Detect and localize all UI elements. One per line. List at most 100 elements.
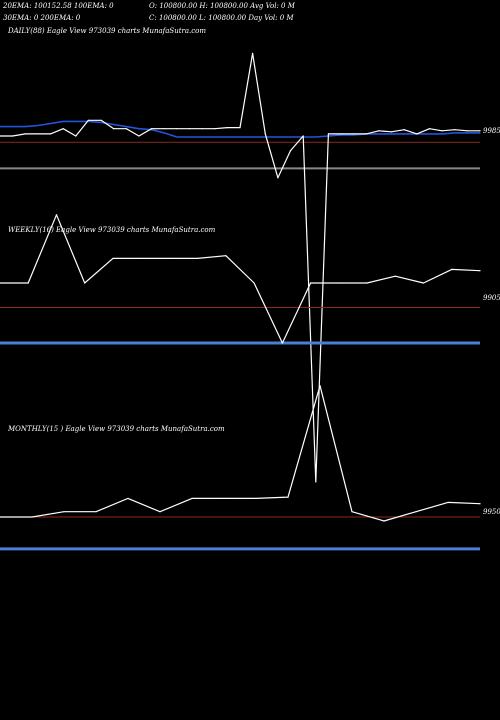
panel-0-series-1-point	[239, 136, 241, 138]
panel-2-series-0-point	[127, 497, 129, 500]
panel-0-series-0-point	[327, 133, 330, 135]
panel-1-series-0-point	[309, 282, 312, 284]
panel-0-series-1-point	[454, 132, 456, 134]
panel-2-series-0-point	[223, 497, 225, 500]
panel-0-series-0-point	[416, 133, 418, 135]
panel-1-series-0-point	[27, 282, 29, 284]
panel-0-series-0-point	[353, 133, 355, 135]
panel-0-series-1-point	[176, 136, 178, 138]
panel-0-series-0-point	[315, 481, 317, 483]
panel-0-series-1-point	[138, 128, 140, 130]
panel-0-series-0-point	[340, 133, 342, 135]
panel-0-series-1-line	[0, 120, 480, 138]
panel-2-series-0-point	[479, 503, 481, 505]
panel-0-series-0-point	[138, 135, 140, 137]
panel-2-series-0-point	[31, 516, 33, 518]
panel-1-series-0-point	[281, 342, 283, 344]
panel-0-series-0-point	[454, 129, 456, 131]
panel-1-series-0-point	[366, 282, 368, 284]
panel-0-series-0-point	[264, 133, 266, 135]
panel-1-series-0-point	[253, 282, 255, 284]
panel-1-series-0-point	[451, 268, 453, 270]
panel-1-series-0-point	[140, 257, 142, 260]
panel-1-series-0-point	[479, 270, 481, 272]
panel-0-series-0-point	[49, 133, 52, 135]
panel-0-series-1-point	[277, 136, 279, 138]
panel-0-series-0-point	[176, 128, 178, 130]
panel-0-series-1-point	[12, 125, 14, 128]
panel-0-series-0-point	[441, 130, 443, 132]
panel-2-series-0-point	[383, 520, 385, 522]
panel-1-series-0-line	[0, 214, 481, 344]
panel-0-series-1-point	[226, 136, 228, 138]
panel-0-series-0-point	[378, 130, 380, 132]
header-ohlc-open-high: O: 100800.00 H: 100800.00 Avg Vol: 0 M	[149, 2, 295, 10]
panel-0-series-0-point	[214, 128, 216, 130]
panel-0-series-1-point	[340, 134, 342, 136]
panel-1-series-0-point	[394, 275, 396, 277]
header-ema-20-100: 20EMA: 100152.58 100EMA: 0	[3, 2, 114, 10]
panel-0-series-0-point	[188, 128, 191, 130]
panel-0-series-1-point	[163, 132, 165, 134]
panel-0-series-1-point	[390, 133, 393, 135]
panel-0-series-1-point	[24, 125, 26, 128]
panel-0-series-0-point	[365, 133, 367, 135]
panel-0-series-1-point	[441, 133, 443, 135]
panel-0-series-0-point	[479, 130, 481, 132]
panel-0-series-0-point	[226, 127, 228, 129]
panel-0-series-1-point	[353, 134, 355, 136]
panel-1-series-0-point	[422, 282, 425, 284]
panel-0-series-1-point	[125, 125, 127, 128]
panel-0-series-0-point	[390, 131, 393, 133]
panel-1-title: WEEKLY(16) Eagle View 973039 charts Muna…	[8, 226, 216, 234]
panel-2-series-0-point	[255, 497, 257, 500]
panel-0-series-1-point	[315, 136, 317, 138]
panel-0-series-0-point	[201, 128, 203, 130]
panel-2-series-0-point	[351, 511, 353, 513]
panel-0-series-0-point	[113, 128, 115, 130]
panel-0-series-0-point	[150, 128, 153, 130]
panel-0-series-0-point	[252, 52, 254, 55]
panel-0-series-1-point	[252, 136, 254, 138]
panel-0-series-0-line	[0, 52, 480, 483]
panel-0-series-1-point	[428, 133, 431, 135]
panel-0-series-0-point	[163, 128, 165, 130]
panel-0-series-0-point	[125, 128, 127, 130]
panel-0-series-1-point	[75, 120, 77, 122]
panel-0-series-0-point	[62, 128, 64, 130]
panel-0-series-0-point	[466, 130, 468, 132]
panel-0-series-0-point	[302, 135, 304, 137]
panel-0-series-0-point	[0, 135, 1, 137]
panel-2-series-0-point	[95, 511, 97, 513]
panel-2-series-0-point	[447, 501, 449, 504]
panel-1-series-0-point	[338, 282, 340, 284]
panel-0-series-1-point	[479, 132, 481, 134]
panel-2-price-label: 9950	[483, 508, 500, 516]
panel-0-series-1-point	[188, 136, 191, 138]
panel-0-series-1-point	[100, 121, 102, 124]
header-ema-30-200: 30EMA: 0 200EMA: 0	[3, 14, 81, 22]
panel-0-series-0-point	[12, 135, 14, 137]
header-ohlc-close-low: C: 100800.00 L: 100800.00 Day Vol: 0 M	[149, 14, 294, 22]
panel-0-series-1-point	[214, 136, 216, 138]
panel-0-series-1-point	[37, 124, 39, 127]
panel-0-series-1-point	[0, 125, 1, 128]
panel-0-series-0-point	[403, 129, 405, 131]
panel-2-series-0-point	[319, 385, 321, 387]
panel-2-series-0-point	[0, 516, 1, 518]
panel-0-price-label: 9985	[483, 127, 500, 135]
panel-0-series-1-point	[466, 132, 468, 134]
panel-0-series-0-point	[75, 135, 77, 137]
panel-0-series-1-point	[113, 123, 115, 126]
panel-2-series-0-point	[191, 497, 193, 500]
panel-0-series-1-point	[289, 136, 292, 138]
panel-2-series-0-point	[415, 511, 417, 513]
panel-0-series-0-point	[277, 177, 279, 179]
panel-0-series-0-point	[87, 119, 90, 121]
panel-1-series-0-point	[225, 255, 227, 257]
panel-2-series-0-point	[159, 511, 161, 513]
panel-0-series-0-point	[100, 119, 102, 121]
panel-0-series-1-point	[62, 120, 64, 122]
panel-1-series-0-point	[112, 257, 114, 260]
